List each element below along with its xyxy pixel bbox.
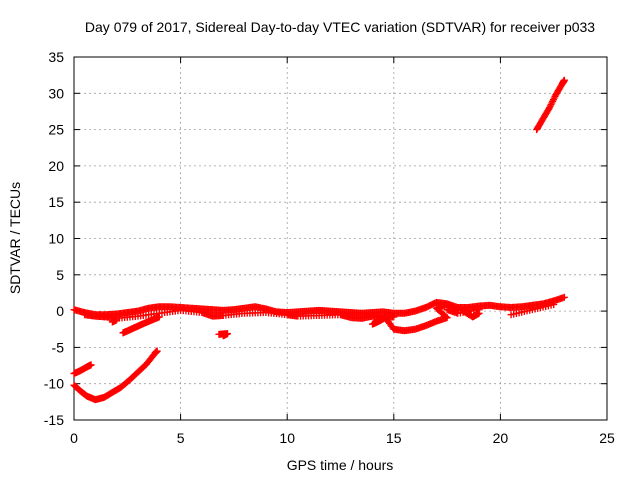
x-tick-label: 15 (386, 430, 402, 446)
data-point (550, 301, 558, 309)
y-axis-label: SDTVAR / TECUs (7, 182, 23, 294)
y-tick-label: 25 (48, 122, 64, 138)
x-tick-label: 5 (177, 430, 185, 446)
series-early-segment (70, 361, 95, 378)
series-descending-arcs (108, 301, 483, 340)
y-tick-label: 30 (48, 85, 64, 101)
y-tick-label: 10 (48, 231, 64, 247)
axis-ticks: 0 5 10 15 20 25 -15 -10 -5 0 5 10 15 20 25 30 35 (44, 49, 615, 446)
grid-lines (74, 57, 607, 420)
y-tick-label: 15 (48, 194, 64, 210)
y-tick-label: -10 (44, 376, 64, 392)
x-tick-label: 10 (279, 430, 295, 446)
x-tick-label: 0 (70, 430, 78, 446)
y-tick-label: -5 (52, 339, 65, 355)
data-points (70, 76, 568, 404)
data-point (560, 76, 568, 84)
series-main-band (70, 293, 568, 319)
data-point (108, 318, 116, 326)
data-point (153, 347, 161, 355)
chart-title: Day 079 of 2017, Sidereal Day-to-day VTE… (85, 19, 595, 35)
y-tick-label: 35 (48, 49, 64, 65)
data-point (475, 309, 483, 317)
data-point (560, 293, 568, 301)
x-tick-label: 25 (599, 430, 615, 446)
data-point (390, 313, 398, 321)
series-lower-band (81, 301, 558, 322)
y-tick-label: 0 (56, 303, 64, 319)
x-tick-label: 20 (493, 430, 509, 446)
y-tick-label: -15 (44, 412, 64, 428)
y-tick-label: 20 (48, 158, 64, 174)
data-point (155, 313, 163, 321)
x-axis-label: GPS time / hours (287, 457, 394, 473)
data-point (215, 330, 223, 338)
y-tick-label: 5 (56, 267, 64, 283)
series-early-arc (70, 347, 161, 404)
data-point (87, 361, 95, 369)
series-late-segment (533, 76, 568, 134)
